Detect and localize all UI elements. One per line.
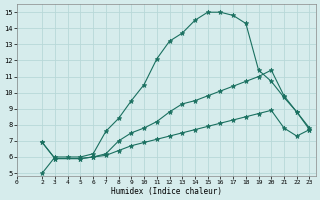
X-axis label: Humidex (Indice chaleur): Humidex (Indice chaleur) [111, 187, 222, 196]
